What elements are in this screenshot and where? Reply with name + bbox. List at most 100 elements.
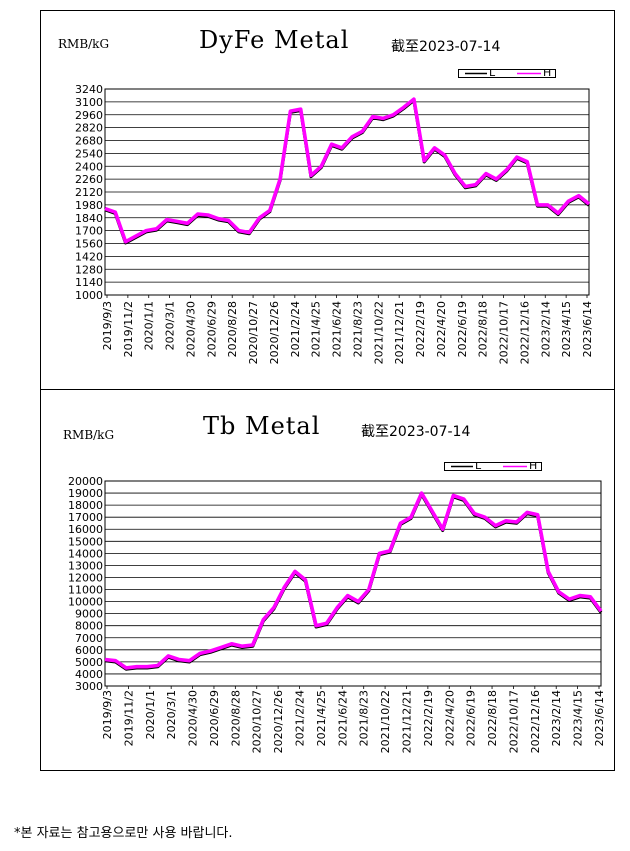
tb-x-tick-label: 2021/10/22 xyxy=(379,690,392,753)
dyfe-y-tick-label: 2680 xyxy=(75,135,103,148)
tb-y-tick-label: 9000 xyxy=(75,608,103,621)
tb-y-tick-label: 6000 xyxy=(75,644,103,657)
tb-x-tick-label: 2023/4/15 xyxy=(572,690,585,746)
dyfe-x-tick-label: 2020/8/28 xyxy=(226,301,239,357)
dyfe-x-tick-label: 2020/1/1 xyxy=(143,301,156,350)
tb-as-of-date: 截至2023-07-14 xyxy=(361,424,471,440)
dyfe-y-tick-label: 1840 xyxy=(75,212,103,225)
dyfe-y-tick-label: 2260 xyxy=(75,173,103,186)
dyfe-plot: 3240310029602820268025402400226021201980… xyxy=(75,83,594,364)
tb-y-tick-label: 13000 xyxy=(68,559,103,572)
tb-x-tick-label: 2020/6/29 xyxy=(208,690,221,746)
tb-unit-label: RMB/kG xyxy=(63,428,115,442)
tb-y-tick-label: 12000 xyxy=(68,571,103,584)
dyfe-y-tick-label: 1140 xyxy=(75,276,103,289)
tb-series-2-line xyxy=(104,491,603,670)
dyfe-x-tick-label: 2021/8/23 xyxy=(351,301,364,357)
dyfe-y-tick-label: 2120 xyxy=(75,186,103,199)
tb-x-tick-label: 2020/12/26 xyxy=(272,690,285,753)
tb-x-tick-label: 2021/8/23 xyxy=(358,690,371,746)
tb-y-tick-label: 15000 xyxy=(68,535,103,548)
tb-x-tick-label: 2022/4/20 xyxy=(443,690,456,746)
tb-y-tick-label: 20000 xyxy=(68,475,103,488)
dyfe-legend: L H xyxy=(458,69,556,78)
tb-y-tick-label: 14000 xyxy=(68,547,103,560)
dyfe-chart-panel: RMB/kG DyFe Metal 截至2023-07-14 L H 3240 3… xyxy=(40,10,615,390)
tb-y-tick-label: 19000 xyxy=(68,487,103,500)
dyfe-x-tick-label: 2019/9/3 xyxy=(101,301,114,350)
tb-legend: L H xyxy=(444,462,542,471)
dyfe-y-tick-label: 1980 xyxy=(75,199,103,212)
dyfe-x-tick-label: 2021/6/24 xyxy=(331,301,344,357)
dyfe-x-tick-label: 2021/2/24 xyxy=(289,301,302,357)
dyfe-chart-title: DyFe Metal xyxy=(199,26,350,54)
tb-y-tick-label: 17000 xyxy=(68,511,103,524)
tb-legend-label-1: L xyxy=(475,463,482,470)
dyfe-legend-label-1: L xyxy=(489,70,496,77)
tb-x-tick-label: 2021/2/24 xyxy=(294,690,307,746)
dyfe-y-tick-label: 1280 xyxy=(75,263,103,276)
dyfe-x-tick-label: 2021/10/22 xyxy=(372,301,385,364)
tb-x-tick-label: 2022/8/18 xyxy=(486,690,499,746)
tb-x-tick-label: 2021/12/21 xyxy=(400,690,413,753)
tb-chart-panel: RMB/kG Tb Metal 截至2023-07-14 L H 20000 19… xyxy=(40,389,615,771)
dyfe-y-tick-label: 2400 xyxy=(75,160,103,173)
dyfe-x-tick-label: 2020/6/29 xyxy=(205,301,218,357)
tb-legend-label-2: H xyxy=(529,463,537,470)
tb-x-tick-label: 2022/6/19 xyxy=(465,690,478,746)
dyfe-x-tick-label: 2020/12/26 xyxy=(268,301,281,364)
tb-y-tick-label: 5000 xyxy=(75,656,103,669)
tb-y-tick-label: 11000 xyxy=(68,584,103,597)
dyfe-y-tick-label: 2820 xyxy=(75,122,103,135)
tb-x-tick-label: 2020/1/1 xyxy=(144,690,157,739)
tb-y-tick-label: 18000 xyxy=(68,499,103,512)
dyfe-x-tick-label: 2022/12/16 xyxy=(518,301,531,364)
dyfe-x-tick-label: 2022/10/17 xyxy=(498,301,511,364)
tb-x-tick-label: 2020/10/27 xyxy=(251,690,264,753)
dyfe-x-tick-label: 2020/10/27 xyxy=(247,301,260,364)
tb-x-tick-label: 2019/11/2 xyxy=(122,690,135,746)
dyfe-y-tick-label: 1560 xyxy=(75,238,103,251)
tb-series-1-line xyxy=(104,492,603,671)
dyfe-y-tick-label: 1420 xyxy=(75,250,103,263)
tb-plot: 2000019000180001700016000150001400013000… xyxy=(68,475,606,753)
dyfe-unit-label: RMB/kG xyxy=(58,37,110,51)
dyfe-x-tick-label: 2021/12/21 xyxy=(393,301,406,364)
dyfe-y-tick-label: 3100 xyxy=(75,96,103,109)
dyfe-x-tick-label: 2022/2/19 xyxy=(414,301,427,357)
dyfe-legend-label-2: H xyxy=(543,70,551,77)
tb-y-tick-label: 16000 xyxy=(68,523,103,536)
dyfe-y-tick-label: 3240 xyxy=(75,83,103,96)
tb-x-tick-label: 2019/9/3 xyxy=(101,690,114,739)
tb-x-tick-label: 2021/6/24 xyxy=(336,690,349,746)
dyfe-x-tick-label: 2022/4/20 xyxy=(435,301,448,357)
tb-x-tick-label: 2022/12/16 xyxy=(529,690,542,753)
tb-x-tick-label: 2020/8/28 xyxy=(229,690,242,746)
dyfe-y-tick-label: 2540 xyxy=(75,147,103,160)
dyfe-y-tick-label: 2960 xyxy=(75,109,103,122)
dyfe-series-2-line xyxy=(104,97,591,244)
tb-x-tick-label: 2020/3/1 xyxy=(165,690,178,739)
dyfe-x-tick-label: 2019/11/2 xyxy=(122,301,135,357)
tb-y-tick-label: 7000 xyxy=(75,632,103,645)
tb-x-tick-label: 2023/6/14 xyxy=(593,690,606,746)
tb-y-tick-label: 3000 xyxy=(75,680,103,693)
tb-y-tick-label: 10000 xyxy=(68,596,103,609)
dyfe-x-tick-label: 2022/8/18 xyxy=(477,301,490,357)
dyfe-y-tick-label: 1700 xyxy=(75,225,103,238)
dyfe-x-tick-label: 2020/3/1 xyxy=(164,301,177,350)
disclaimer-footnote: *본 자료는 참고용으로만 사용 바랍니다. xyxy=(14,826,233,841)
tb-chart-title: Tb Metal xyxy=(203,412,321,440)
dyfe-as-of-date: 截至2023-07-14 xyxy=(391,39,501,55)
tb-x-tick-label: 2022/2/19 xyxy=(422,690,435,746)
tb-y-tick-label: 4000 xyxy=(75,668,103,681)
tb-x-tick-label: 2023/2/14 xyxy=(550,690,563,746)
dyfe-x-tick-label: 2020/4/30 xyxy=(184,301,197,357)
tb-x-tick-label: 2021/4/25 xyxy=(315,690,328,746)
dyfe-x-tick-label: 2023/6/14 xyxy=(581,301,594,357)
dyfe-x-tick-label: 2022/6/19 xyxy=(456,301,469,357)
tb-x-tick-label: 2020/4/30 xyxy=(187,690,200,746)
tb-y-tick-label: 8000 xyxy=(75,620,103,633)
dyfe-x-tick-label: 2023/4/15 xyxy=(560,301,573,357)
dyfe-x-tick-label: 2021/4/25 xyxy=(310,301,323,357)
